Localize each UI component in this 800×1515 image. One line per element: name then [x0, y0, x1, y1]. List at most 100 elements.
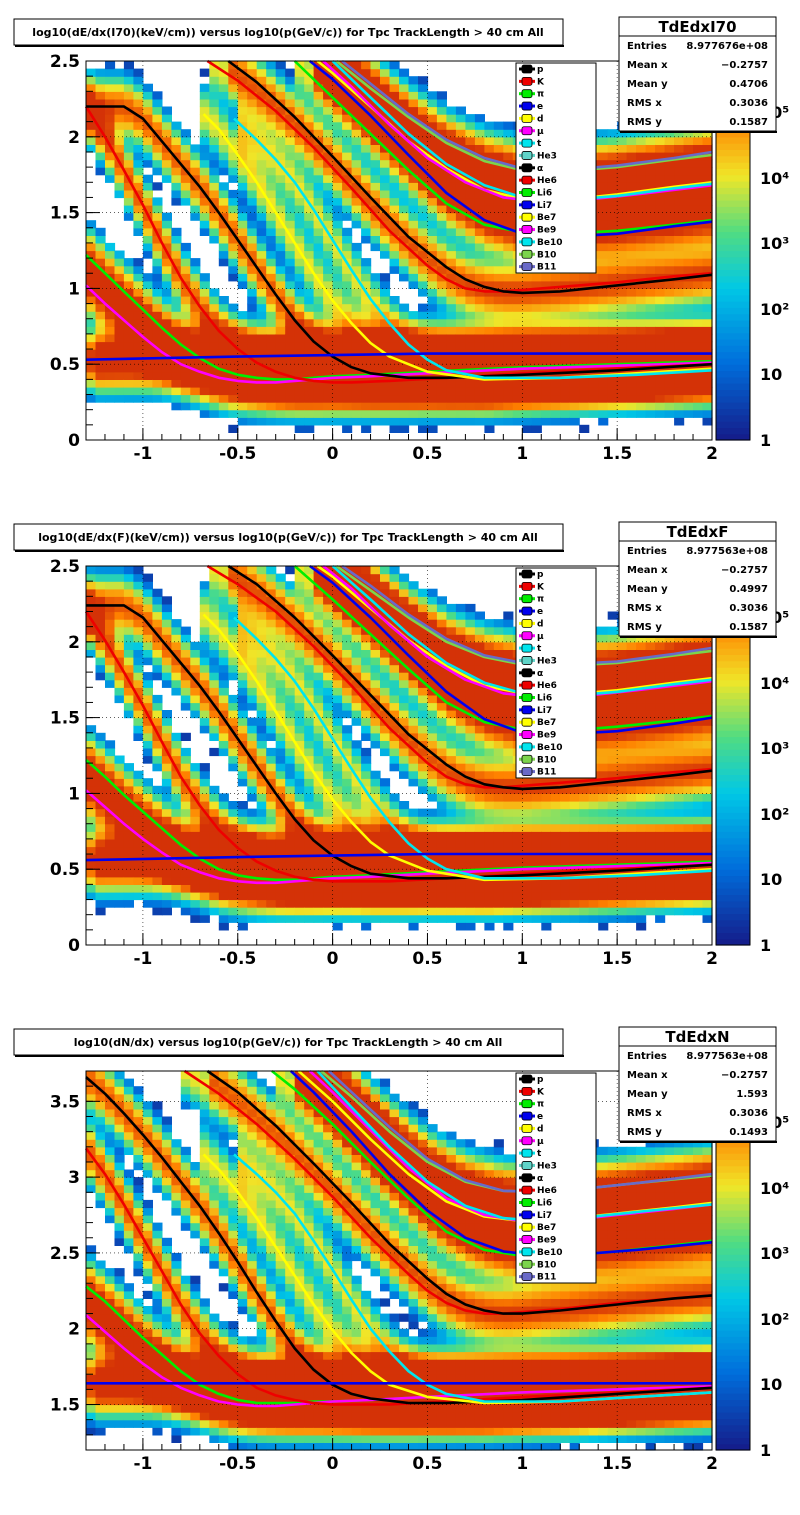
heatmap-cell [693, 288, 703, 296]
heatmap-cell [181, 326, 191, 334]
heatmap-cell [617, 137, 627, 145]
heatmap-cell [219, 190, 229, 198]
heatmap-cell [209, 107, 219, 115]
heatmap-cell [257, 281, 267, 289]
z-color-step [716, 137, 750, 144]
heatmap-cell [190, 387, 200, 395]
heatmap-cell [257, 884, 267, 892]
heatmap-cell [409, 824, 419, 832]
heatmap-cell [285, 129, 295, 137]
heatmap-cell [333, 778, 343, 786]
heatmap-cell [124, 364, 134, 372]
heatmap-cell [115, 273, 125, 281]
heatmap-cell [684, 402, 694, 410]
heatmap-cell [86, 243, 96, 251]
heatmap-cell [133, 205, 143, 213]
legend-swatch [522, 90, 532, 98]
heatmap-cell [285, 596, 295, 604]
heatmap-cell [133, 566, 143, 574]
heatmap-cell [380, 892, 390, 900]
heatmap-cell [162, 107, 172, 115]
heatmap-cell [115, 566, 125, 574]
heatmap-cell [276, 334, 286, 342]
heatmap-cell [190, 273, 200, 281]
heatmap-cell [115, 801, 125, 809]
heatmap-cell [133, 84, 143, 92]
heatmap-cell [390, 809, 400, 817]
heatmap-cell [96, 235, 106, 243]
heatmap-cell [428, 213, 438, 221]
heatmap-cell [428, 326, 438, 334]
heatmap-cell [484, 243, 494, 251]
heatmap-cell [105, 69, 115, 77]
heatmap-cell [209, 748, 219, 756]
heatmap-cell [295, 91, 305, 99]
heatmap-cell [181, 304, 191, 312]
heatmap-cell [266, 915, 276, 923]
heatmap-cell [674, 304, 684, 312]
heatmap-cell [162, 839, 172, 847]
heatmap-cell [484, 619, 494, 627]
heatmap-cell [86, 831, 96, 839]
heatmap-cell [541, 357, 551, 365]
heatmap-cell [181, 793, 191, 801]
heatmap-cell [257, 733, 267, 741]
heatmap-cell [646, 235, 656, 243]
heatmap-cell [418, 311, 428, 319]
heatmap-cell [200, 634, 210, 642]
heatmap-cell [636, 387, 646, 395]
legend-label: e [537, 102, 543, 112]
heatmap-cell [333, 907, 343, 915]
heatmap-cell [484, 740, 494, 748]
heatmap-cell [152, 869, 162, 877]
heatmap-cell [200, 771, 210, 779]
heatmap-cell [390, 69, 400, 77]
heatmap-cell [475, 395, 485, 403]
heatmap-cell [257, 869, 267, 877]
heatmap-cell [115, 379, 125, 387]
heatmap-cell [551, 334, 561, 342]
heatmap-cell [684, 144, 694, 152]
heatmap-cell [276, 395, 286, 403]
heatmap-cell [484, 809, 494, 817]
heatmap-cell [484, 334, 494, 342]
heatmap-cell [570, 357, 580, 365]
heatmap-cell [456, 824, 466, 832]
heatmap-cell [124, 99, 134, 107]
heatmap-cell [428, 793, 438, 801]
heatmap-cell [361, 137, 371, 145]
heatmap-cell [342, 152, 352, 160]
heatmap-cell [162, 273, 172, 281]
heatmap-cell [200, 839, 210, 847]
heatmap-cell [456, 725, 466, 733]
heatmap-cell [684, 296, 694, 304]
heatmap-cell [399, 680, 409, 688]
heatmap-cell [247, 847, 257, 855]
heatmap-cell [238, 311, 248, 319]
heatmap-cell [96, 884, 106, 892]
heatmap-cell [409, 281, 419, 289]
heatmap-cell [437, 205, 447, 213]
heatmap-cell [665, 402, 675, 410]
heatmap-cell [314, 417, 324, 425]
heatmap-cell [304, 417, 314, 425]
heatmap-cell [390, 581, 400, 589]
heatmap-cell [475, 884, 485, 892]
heatmap-cell [456, 266, 466, 274]
heatmap-cell [494, 137, 504, 145]
heatmap-cell [115, 756, 125, 764]
heatmap-cell [371, 364, 381, 372]
heatmap-cell [342, 907, 352, 915]
heatmap-cell [285, 76, 295, 84]
heatmap-cell [124, 771, 134, 779]
heatmap-cell [598, 144, 608, 152]
legend-label: μ [537, 127, 544, 137]
heatmap-cell [636, 334, 646, 342]
heatmap-cell [285, 251, 295, 259]
heatmap-cell [285, 220, 295, 228]
heatmap-cell [409, 596, 419, 604]
heatmap-cell [446, 129, 456, 137]
heatmap-cell [684, 387, 694, 395]
heatmap-cell [342, 915, 352, 923]
heatmap-cell [190, 915, 200, 923]
